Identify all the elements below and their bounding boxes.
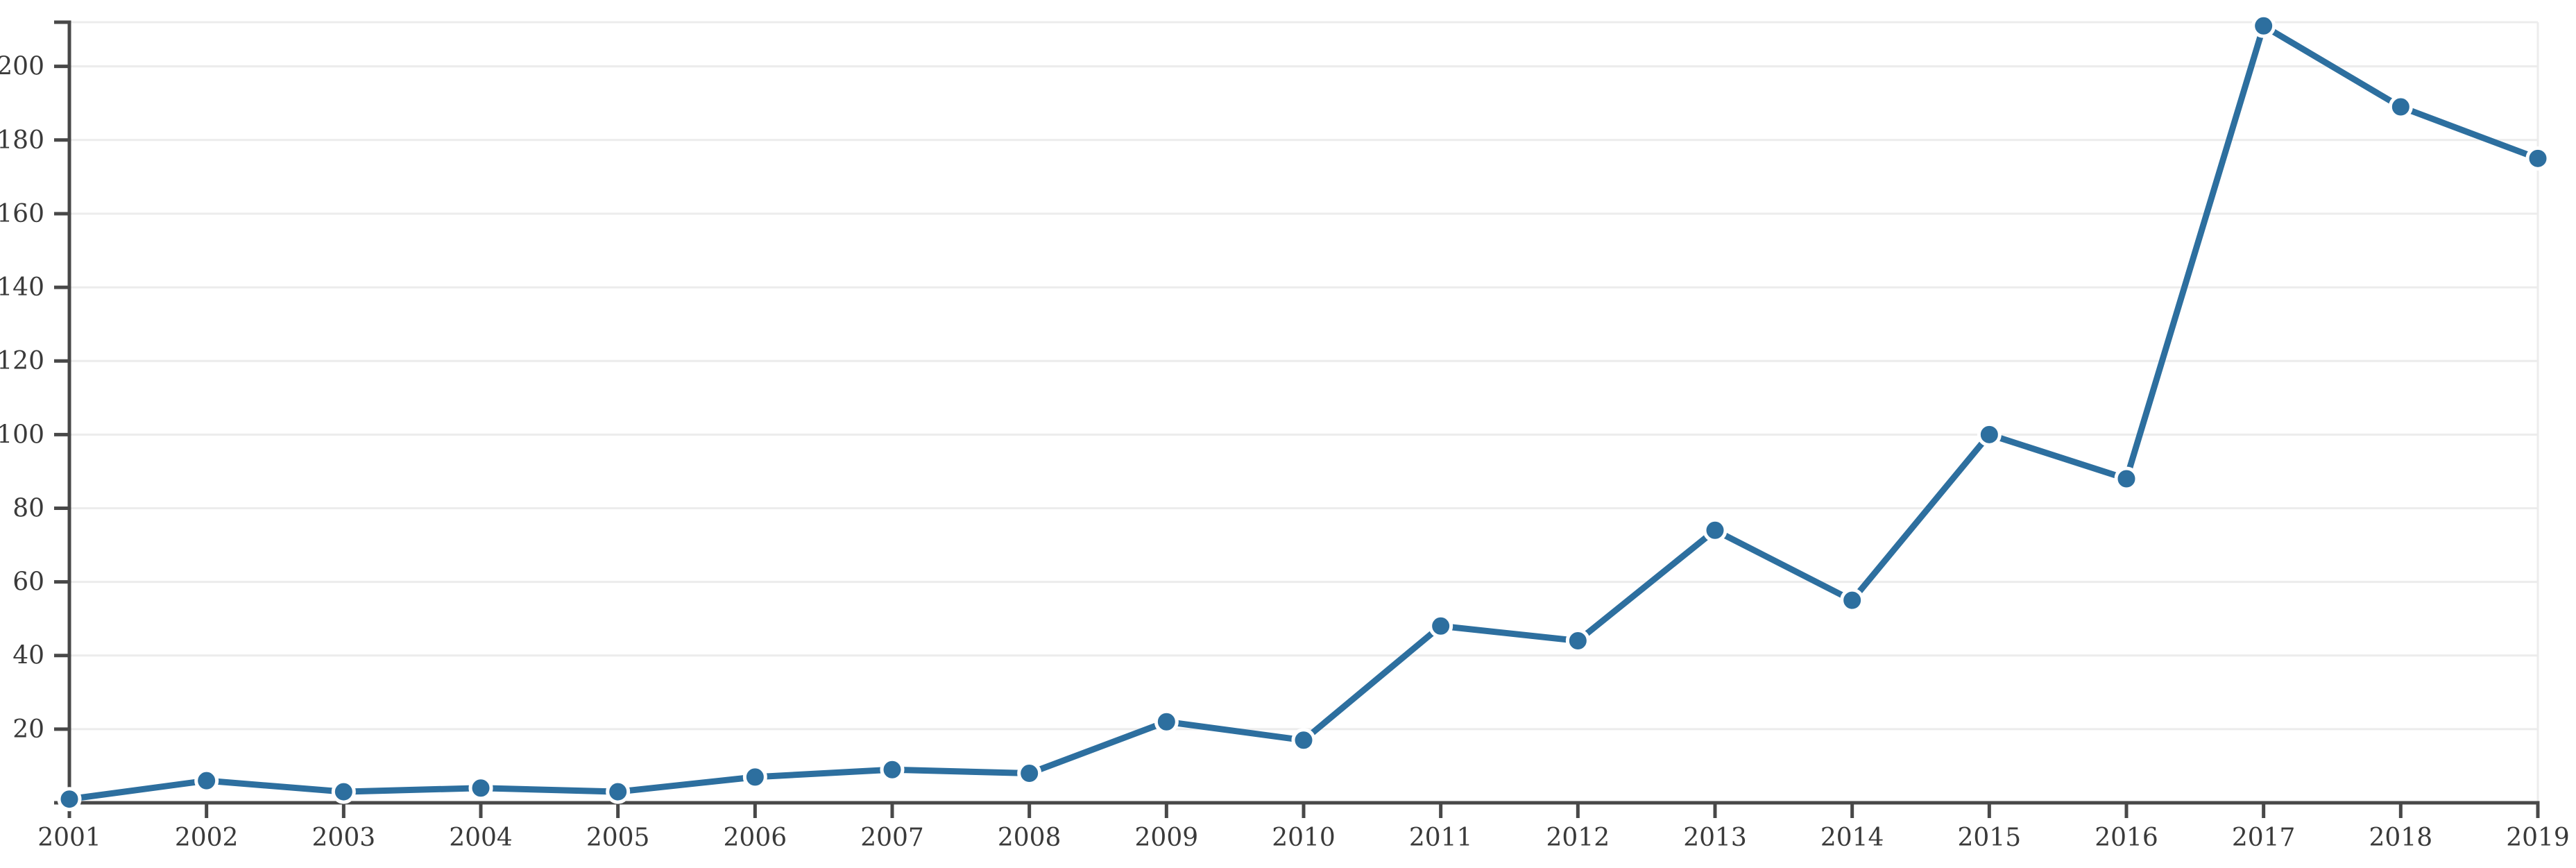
y-tick-label: 60 [12, 568, 44, 597]
x-tick-label: 2011 [1409, 824, 1473, 852]
y-tick-label: 20 [12, 715, 44, 744]
x-tick-label: 2001 [37, 824, 101, 852]
y-tick-label: 180 [0, 126, 44, 155]
data-point-2019[interactable] [2525, 146, 2550, 171]
data-point-2007[interactable] [880, 757, 905, 782]
data-point-2014[interactable] [1840, 588, 1865, 613]
x-tick-label: 2014 [1820, 824, 1884, 852]
y-tick-label: 140 [0, 273, 44, 302]
data-point-2004[interactable] [468, 776, 493, 801]
x-tick-label: 2019 [2506, 824, 2570, 852]
data-point-2012[interactable] [1565, 629, 1590, 654]
x-tick-label: 2012 [1546, 824, 1610, 852]
data-point-2011[interactable] [1428, 613, 1453, 638]
x-tick-label: 2016 [2095, 824, 2158, 852]
y-tick-label: 120 [0, 347, 44, 375]
data-point-2015[interactable] [1977, 422, 2002, 447]
data-point-2002[interactable] [194, 768, 219, 793]
data-point-2016[interactable] [2114, 466, 2139, 491]
y-tick-label: 40 [12, 642, 44, 670]
x-tick-label: 2017 [2232, 824, 2296, 852]
x-tick-label: 2013 [1683, 824, 1747, 852]
data-point-2009[interactable] [1154, 709, 1179, 734]
x-tick-label: 2008 [998, 824, 1061, 852]
data-point-2008[interactable] [1017, 761, 1042, 786]
data-point-2018[interactable] [2388, 94, 2413, 119]
data-point-2001[interactable] [57, 787, 82, 812]
data-point-2013[interactable] [1703, 518, 1728, 543]
data-point-2005[interactable] [606, 779, 631, 804]
data-point-2017[interactable] [2251, 13, 2276, 38]
y-tick-label: 100 [0, 420, 44, 449]
x-tick-label: 2007 [860, 824, 924, 852]
x-tick-label: 2002 [175, 824, 239, 852]
x-tick-label: 2018 [2369, 824, 2433, 852]
x-tick-label: 2004 [449, 824, 513, 852]
x-tick-label: 2010 [1272, 824, 1336, 852]
x-tick-label: 2006 [724, 824, 787, 852]
y-tick-label: 160 [0, 200, 44, 228]
data-point-2003[interactable] [331, 779, 356, 804]
y-tick-label: 200 [0, 53, 44, 81]
data-point-2006[interactable] [742, 765, 767, 790]
x-tick-label: 2009 [1135, 824, 1199, 852]
x-tick-label: 2003 [312, 824, 376, 852]
y-tick-label: 80 [12, 494, 44, 522]
x-tick-label: 2015 [1958, 824, 2022, 852]
x-tick-label: 2005 [586, 824, 650, 852]
data-point-2010[interactable] [1291, 728, 1316, 753]
